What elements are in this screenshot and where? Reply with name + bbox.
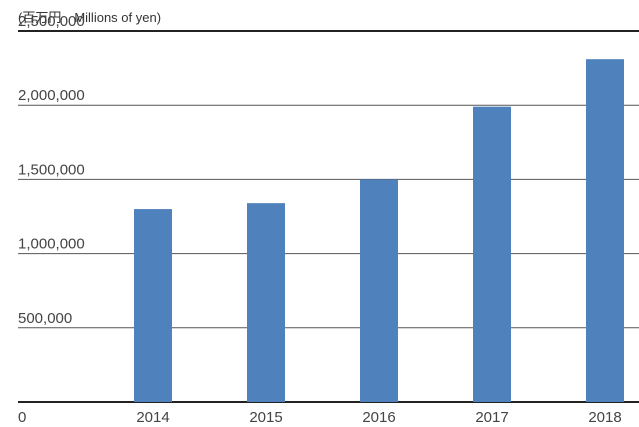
x-tick-label: 2018 — [588, 409, 621, 426]
x-tick-label: 2015 — [249, 409, 282, 426]
bar-2016 — [360, 179, 398, 402]
y-tick-labels: 0 500,000 1,000,000 1,500,000 2,000,000 2,500… — [18, 13, 85, 426]
bar-2017 — [473, 106, 511, 403]
y-tick-label: 1,500,000 — [18, 161, 85, 178]
bar-2014 — [134, 209, 172, 402]
x-tick-label: 2016 — [362, 409, 395, 426]
bars — [134, 59, 624, 403]
x-tick-label: 2014 — [136, 409, 169, 426]
gridlines — [18, 30, 639, 403]
bar-2015 — [247, 203, 285, 402]
bar-2018 — [586, 59, 624, 403]
unit-label: (百万円 Millions of yen) — [18, 10, 161, 25]
y-tick-label: 2,500,000 — [18, 13, 85, 30]
x-tick-labels: 2014 2015 2016 2017 2018 — [136, 409, 621, 426]
y-tick-label: 500,000 — [18, 310, 72, 327]
y-tick-label: 0 — [18, 409, 26, 426]
y-tick-label: 2,000,000 — [18, 87, 85, 104]
x-tick-label: 2017 — [475, 409, 508, 426]
y-tick-label: 1,000,000 — [18, 236, 85, 253]
